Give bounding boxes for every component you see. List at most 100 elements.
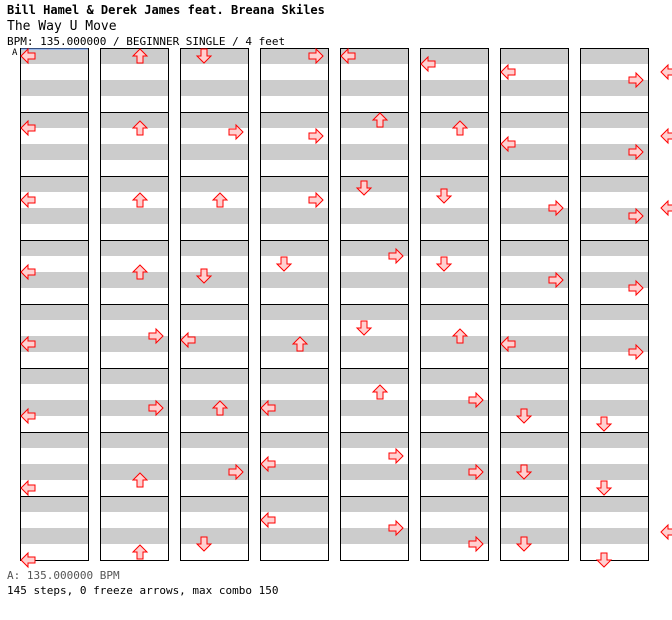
song-artist: Bill Hamel & Derek James feat. Breana Sk… — [7, 3, 325, 17]
beat-stripe — [260, 464, 328, 480]
beat-stripe — [580, 240, 648, 256]
up-arrow-icon — [131, 120, 149, 136]
right-arrow-icon — [228, 123, 244, 141]
beat-stripe — [260, 368, 328, 384]
beat-stripe — [340, 432, 408, 448]
down-arrow-icon — [355, 180, 373, 196]
beat-stripe — [420, 496, 488, 512]
left-arrow-icon — [420, 55, 436, 73]
beat-stripe — [580, 432, 648, 448]
song-title: The Way U Move — [7, 19, 117, 34]
beat-stripe — [100, 464, 168, 480]
up-arrow-icon — [211, 192, 229, 208]
beat-stripe — [20, 208, 88, 224]
down-arrow-icon — [195, 536, 213, 552]
left-arrow-icon — [660, 523, 672, 541]
beat-stripe — [420, 272, 488, 288]
up-arrow-icon — [451, 328, 469, 344]
bpm-difficulty-line: BPM: 135.000000 / BEGINNER SINGLE / 4 fe… — [7, 35, 286, 48]
beat-stripe — [100, 176, 168, 192]
up-arrow-icon — [131, 544, 149, 560]
up-arrow-icon — [131, 472, 149, 488]
beat-stripe — [580, 368, 648, 384]
beat-stripe — [500, 400, 568, 416]
beat-stripe — [500, 496, 568, 512]
right-arrow-icon — [308, 47, 324, 65]
beat-stripe — [260, 176, 328, 192]
beat-stripe — [340, 176, 408, 192]
beat-stripe — [20, 144, 88, 160]
right-arrow-icon — [468, 535, 484, 553]
beat-stripe — [420, 304, 488, 320]
beat-stripe — [100, 304, 168, 320]
beat-stripe — [260, 432, 328, 448]
up-arrow-icon — [211, 400, 229, 416]
beat-stripe — [100, 400, 168, 416]
beat-stripe — [580, 496, 648, 512]
beat-stripe — [180, 144, 248, 160]
beat-stripe — [340, 208, 408, 224]
beat-stripe — [20, 464, 88, 480]
beat-stripe — [420, 208, 488, 224]
left-arrow-icon — [260, 455, 276, 473]
beat-stripe — [500, 208, 568, 224]
up-arrow-icon — [131, 192, 149, 208]
beat-stripe — [580, 112, 648, 128]
beat-stripe — [580, 176, 648, 192]
beat-stripe — [260, 400, 328, 416]
beat-stripe — [180, 464, 248, 480]
up-arrow-icon — [131, 264, 149, 280]
beat-stripe — [100, 368, 168, 384]
beat-stripe — [260, 272, 328, 288]
beat-stripe — [580, 272, 648, 288]
beat-stripe — [100, 208, 168, 224]
left-arrow-icon — [20, 335, 36, 353]
down-arrow-icon — [275, 256, 293, 272]
beat-stripe — [500, 464, 568, 480]
left-arrow-icon — [660, 63, 672, 81]
measure-box — [340, 496, 409, 561]
down-arrow-icon — [515, 408, 533, 424]
beat-stripe — [260, 208, 328, 224]
down-arrow-icon — [595, 416, 613, 432]
left-arrow-icon — [180, 331, 196, 349]
beat-stripe — [340, 80, 408, 96]
beat-stripe — [580, 208, 648, 224]
beat-stripe — [20, 496, 88, 512]
left-arrow-icon — [660, 127, 672, 145]
beat-stripe — [180, 432, 248, 448]
right-arrow-icon — [388, 447, 404, 465]
bpm-legend: A: 135.000000 BPM — [7, 569, 120, 582]
right-arrow-icon — [468, 391, 484, 409]
beat-stripe — [420, 368, 488, 384]
right-arrow-icon — [388, 519, 404, 537]
beat-stripe — [100, 240, 168, 256]
left-arrow-icon — [500, 135, 516, 153]
right-arrow-icon — [308, 127, 324, 145]
beat-stripe — [20, 528, 88, 544]
up-arrow-icon — [451, 120, 469, 136]
beat-stripe — [180, 208, 248, 224]
beat-stripe — [20, 48, 88, 64]
beat-stripe — [340, 464, 408, 480]
beat-stripe — [500, 80, 568, 96]
beat-stripe — [420, 464, 488, 480]
measure-box — [20, 496, 89, 561]
beat-stripe — [580, 304, 648, 320]
beat-stripe — [260, 304, 328, 320]
left-arrow-icon — [20, 407, 36, 425]
beat-stripe — [420, 176, 488, 192]
right-arrow-icon — [308, 191, 324, 209]
down-arrow-icon — [435, 256, 453, 272]
beat-stripe — [500, 432, 568, 448]
right-arrow-icon — [628, 343, 644, 361]
beat-stripe — [500, 304, 568, 320]
beat-stripe — [500, 240, 568, 256]
left-arrow-icon — [20, 479, 36, 497]
beat-stripe — [180, 272, 248, 288]
beat-stripe — [340, 48, 408, 64]
right-arrow-icon — [628, 279, 644, 297]
left-arrow-icon — [260, 511, 276, 529]
beat-stripe — [100, 336, 168, 352]
